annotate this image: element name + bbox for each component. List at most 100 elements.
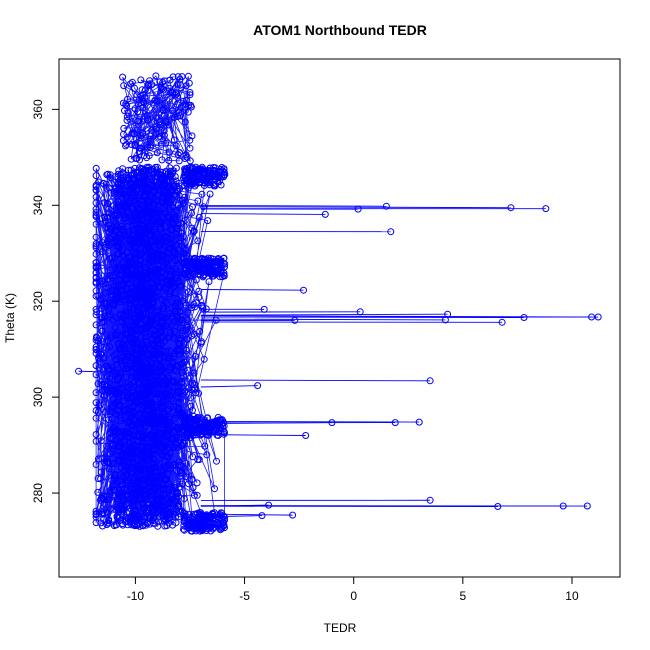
data-point xyxy=(117,500,125,508)
data-point xyxy=(98,381,106,389)
data-point xyxy=(136,513,144,520)
data-point xyxy=(154,390,162,397)
data-point xyxy=(146,364,154,372)
data-point xyxy=(171,328,179,335)
data-point xyxy=(138,228,146,236)
data-point xyxy=(155,232,163,240)
data-point xyxy=(165,121,173,129)
data-point xyxy=(137,414,145,422)
data-point xyxy=(169,282,177,290)
data-point xyxy=(141,333,149,341)
data-point xyxy=(124,425,131,433)
data-point xyxy=(174,94,182,102)
data-point xyxy=(182,301,190,309)
data-point xyxy=(145,163,153,171)
data-point xyxy=(107,331,115,339)
data-point xyxy=(160,476,168,484)
data-point xyxy=(162,442,170,449)
data-point xyxy=(153,380,160,388)
data-point xyxy=(132,295,140,302)
data-point xyxy=(168,513,176,520)
data-point xyxy=(92,414,100,422)
data-point xyxy=(151,419,159,427)
data-point xyxy=(168,188,175,196)
data-point xyxy=(103,385,111,393)
data-point xyxy=(178,219,186,227)
data-point xyxy=(199,525,207,533)
data-point xyxy=(141,300,149,308)
data-point xyxy=(142,358,150,365)
data-point xyxy=(94,475,102,482)
data-point xyxy=(175,346,183,354)
data-point xyxy=(164,323,172,331)
data-point xyxy=(192,299,200,307)
data-point xyxy=(138,86,146,94)
data-point xyxy=(206,263,214,271)
data-point xyxy=(186,521,194,528)
data-point xyxy=(185,384,193,392)
data-point xyxy=(149,291,156,299)
outlier-segment xyxy=(200,379,431,382)
data-point xyxy=(126,448,134,456)
data-point xyxy=(124,231,132,239)
data-point xyxy=(157,175,165,182)
data-point xyxy=(146,520,154,528)
data-point xyxy=(151,351,159,359)
data-point xyxy=(132,291,140,299)
data-point xyxy=(181,420,188,428)
data-point xyxy=(99,180,107,187)
data-point xyxy=(124,276,131,283)
data-point xyxy=(161,443,169,451)
data-point xyxy=(181,510,189,518)
data-point xyxy=(171,216,179,223)
data-point xyxy=(128,78,136,86)
data-point xyxy=(162,347,170,355)
data-point xyxy=(211,485,218,493)
outlier-point xyxy=(75,367,83,375)
data-point xyxy=(115,266,123,274)
y-tick-label: 360 xyxy=(31,99,45,119)
data-point xyxy=(158,156,166,164)
data-point xyxy=(118,222,126,230)
data-point xyxy=(175,458,183,466)
data-point xyxy=(99,338,107,346)
data-point xyxy=(210,164,218,171)
data-point xyxy=(137,132,145,140)
data-point xyxy=(104,519,112,527)
outlier-point xyxy=(258,512,266,520)
data-point xyxy=(94,292,102,300)
data-point xyxy=(131,84,139,92)
data-point xyxy=(188,475,196,483)
data-point xyxy=(158,517,166,525)
data-point xyxy=(188,379,196,387)
data-point xyxy=(111,185,119,193)
data-point xyxy=(172,303,179,311)
data-point xyxy=(163,265,171,273)
data-point xyxy=(112,314,120,321)
data-point xyxy=(114,250,122,257)
data-point xyxy=(128,521,136,529)
data-point xyxy=(218,523,226,531)
data-point xyxy=(179,297,186,305)
data-point xyxy=(123,317,131,325)
data-point xyxy=(120,397,128,405)
data-point xyxy=(99,387,107,395)
y-axis-label: Theta (K) xyxy=(3,293,17,343)
data-point xyxy=(100,392,108,400)
data-point xyxy=(110,522,118,530)
data-point xyxy=(158,85,166,93)
data-point xyxy=(153,97,161,105)
data-point xyxy=(116,318,124,326)
outlier-point xyxy=(391,419,399,427)
data-point xyxy=(152,125,160,133)
data-point xyxy=(150,252,158,260)
data-point xyxy=(160,127,168,135)
data-point xyxy=(119,379,127,387)
data-point xyxy=(92,193,100,201)
data-point xyxy=(169,249,177,257)
data-point xyxy=(180,417,188,425)
data-point xyxy=(182,346,190,354)
data-point xyxy=(176,307,184,315)
data-point xyxy=(216,416,224,424)
data-point xyxy=(150,350,158,358)
